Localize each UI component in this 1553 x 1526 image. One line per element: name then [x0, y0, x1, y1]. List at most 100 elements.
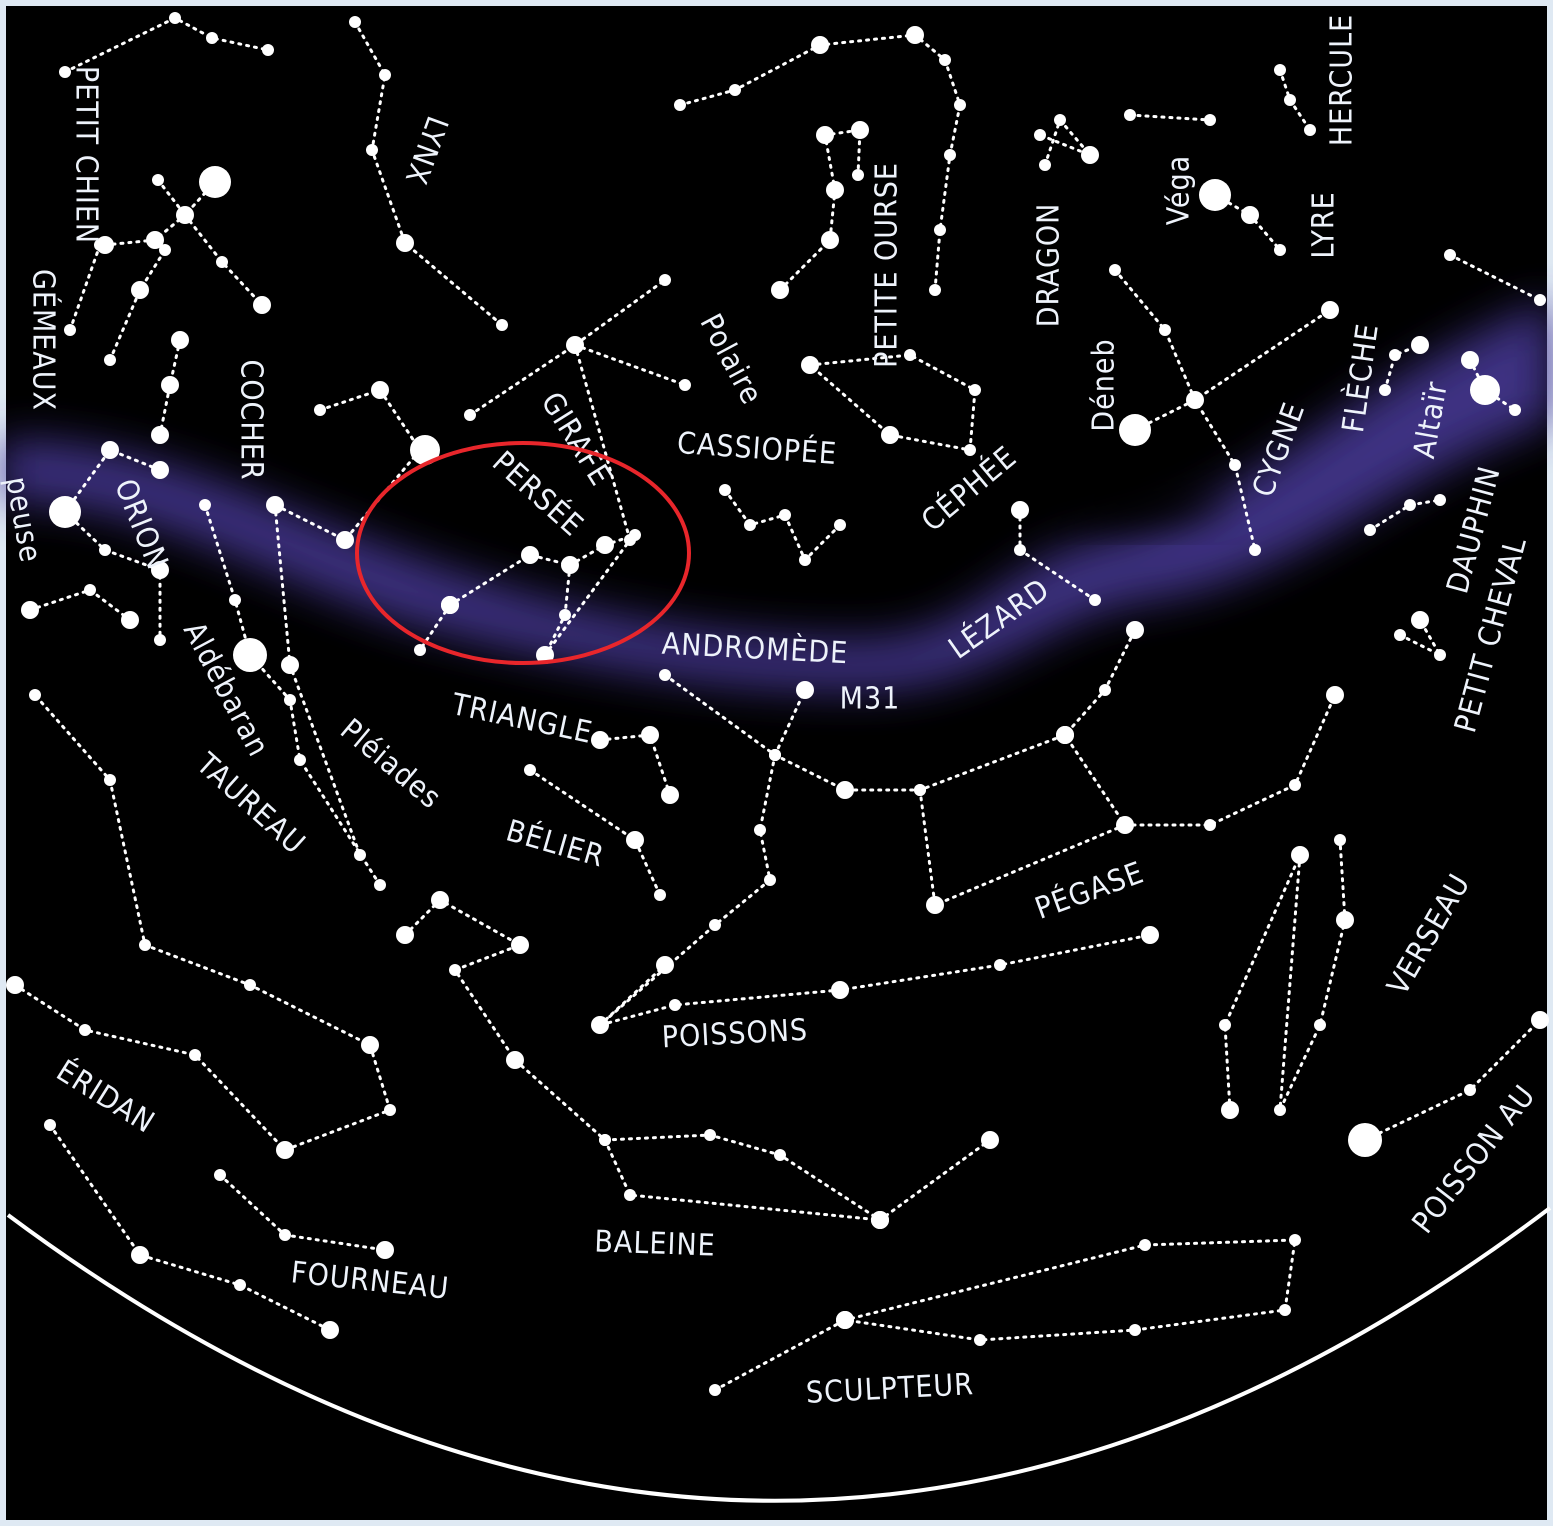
star: [101, 441, 119, 459]
star: [599, 1134, 611, 1146]
star: [1289, 779, 1301, 791]
star: [796, 681, 814, 699]
star: [169, 12, 181, 24]
star: [496, 319, 508, 331]
star: [981, 1131, 999, 1149]
star: [799, 554, 811, 566]
star: [709, 919, 721, 931]
star: [669, 999, 681, 1011]
star: [1204, 819, 1216, 831]
constellation-line: [468, 278, 667, 417]
star: [1321, 301, 1339, 319]
star: [1116, 816, 1134, 834]
star: [1411, 611, 1429, 629]
star: [836, 781, 854, 799]
star: [131, 1246, 149, 1264]
star: [229, 594, 241, 606]
star: [1204, 114, 1216, 126]
star: [1034, 129, 1046, 141]
star: [569, 339, 581, 351]
constellation-label: BALEINE: [594, 1224, 716, 1263]
star: [151, 461, 169, 479]
star: [1531, 1011, 1549, 1029]
star: [64, 324, 76, 336]
star: [811, 36, 829, 54]
constellation-line: [418, 603, 452, 652]
star: [591, 1016, 609, 1034]
star: [826, 181, 844, 199]
star: [559, 609, 571, 621]
constellation-label: POISSONS: [661, 1013, 809, 1056]
star: [1109, 264, 1121, 276]
star: [852, 169, 864, 181]
star: [1011, 501, 1029, 519]
star: [214, 1169, 226, 1181]
star: [151, 426, 169, 444]
star: [511, 936, 529, 954]
star: [964, 444, 976, 456]
star: [914, 784, 926, 796]
star: [244, 979, 256, 991]
star: [944, 149, 956, 161]
constellation-label: PETIT CHIEN: [69, 66, 104, 244]
star: [1014, 544, 1026, 556]
star: [1141, 926, 1159, 944]
star: [904, 349, 916, 361]
star: [596, 536, 614, 554]
star: [729, 84, 741, 96]
star: [1229, 459, 1241, 471]
star: [834, 519, 846, 531]
constellation-label: HERCULE: [1325, 14, 1360, 146]
star: [659, 274, 671, 286]
star: [371, 381, 389, 399]
star: [414, 644, 426, 656]
star: [969, 384, 981, 396]
star: [29, 689, 41, 701]
star: [44, 1119, 56, 1131]
star: [624, 1189, 636, 1201]
star: [1221, 1101, 1239, 1119]
star: [1404, 499, 1416, 511]
star: [1126, 621, 1144, 639]
star: [524, 764, 536, 776]
constellation-line: [918, 733, 1128, 908]
star: [1129, 1324, 1141, 1336]
bright-star: [49, 496, 81, 528]
constellation-label: Déneb: [1087, 338, 1122, 431]
constellation-line: [1128, 113, 1212, 122]
star: [321, 1321, 339, 1339]
constellation-line: [1363, 1018, 1542, 1142]
star: [1081, 146, 1099, 164]
star: [1461, 351, 1479, 369]
star: [1219, 1019, 1231, 1031]
star: [6, 976, 24, 994]
star: [521, 546, 539, 564]
star: [871, 1211, 889, 1229]
star: [179, 209, 191, 221]
star: [816, 126, 834, 144]
star: [1364, 524, 1376, 536]
constellation-label: COCHER: [234, 359, 269, 480]
milky-way: [0, 300, 1553, 690]
constellation-line: [1448, 253, 1542, 302]
star: [161, 376, 179, 394]
constellation-line: [68, 243, 102, 332]
star: [441, 596, 459, 614]
star: [294, 754, 306, 766]
constellation-line: [63, 448, 162, 514]
constellation-line: [778, 128, 862, 292]
star: [206, 32, 218, 44]
constellations: [6, 12, 1549, 1396]
constellation-line: [158, 338, 182, 437]
star: [1284, 94, 1296, 106]
constellation-label: LYRE: [1307, 191, 1342, 258]
constellation-label: DRAGON: [1032, 203, 1067, 328]
star: [626, 831, 644, 849]
dark-rift: [1050, 477, 1230, 523]
star: [1249, 544, 1261, 556]
star: [139, 939, 151, 951]
star: [379, 69, 391, 81]
star: [384, 1104, 396, 1116]
